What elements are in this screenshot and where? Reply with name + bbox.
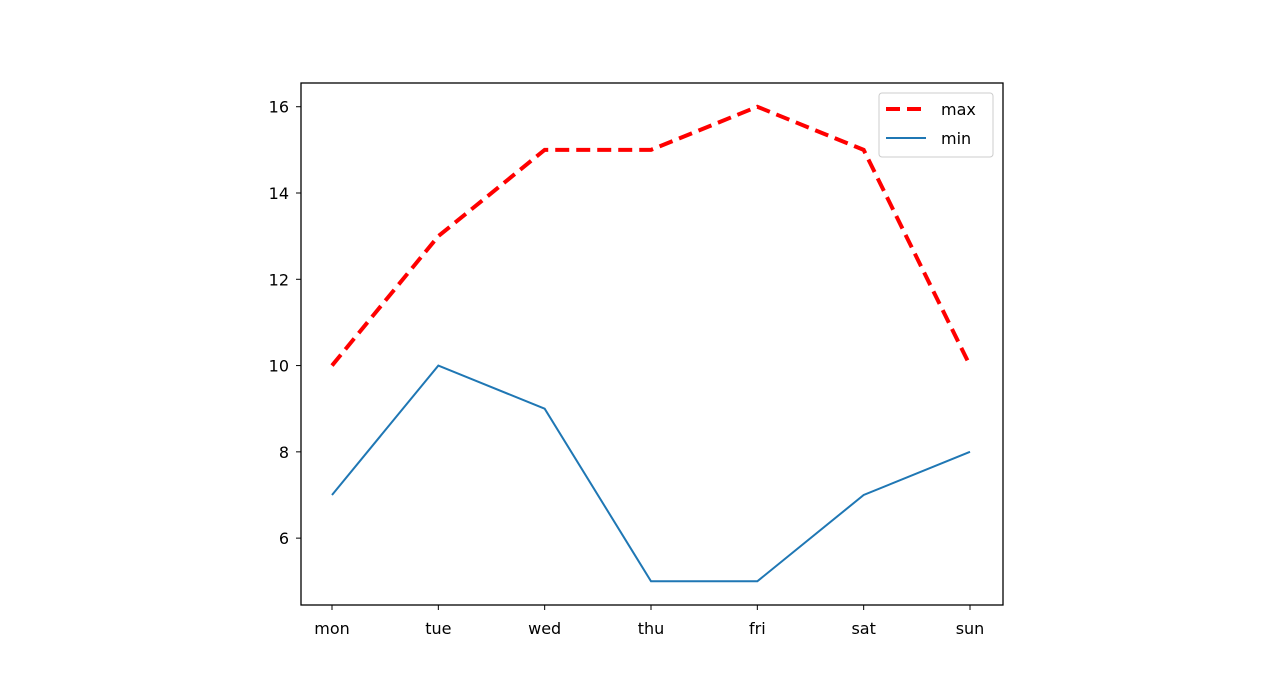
- y-tick-label: 12: [269, 270, 289, 289]
- x-tick-label: wed: [528, 619, 561, 638]
- y-tick-label: 16: [269, 98, 289, 117]
- y-tick-label: 14: [269, 184, 289, 203]
- x-tick-label: thu: [638, 619, 665, 638]
- y-tick-label: 8: [279, 443, 289, 462]
- series-line-max: [332, 107, 970, 366]
- series-line-min: [332, 366, 970, 582]
- x-tick-label: tue: [425, 619, 451, 638]
- x-tick-label: sat: [851, 619, 875, 638]
- axes-frame: [301, 83, 1003, 605]
- x-tick-label: sun: [956, 619, 985, 638]
- legend-box: [879, 93, 993, 157]
- y-tick-label: 10: [269, 357, 289, 376]
- legend-label-min: min: [941, 129, 971, 148]
- legend-label-max: max: [941, 100, 976, 119]
- y-tick-label: 6: [279, 529, 289, 548]
- x-tick-label: fri: [749, 619, 766, 638]
- legend: max min: [879, 93, 993, 157]
- x-tick-label: mon: [314, 619, 350, 638]
